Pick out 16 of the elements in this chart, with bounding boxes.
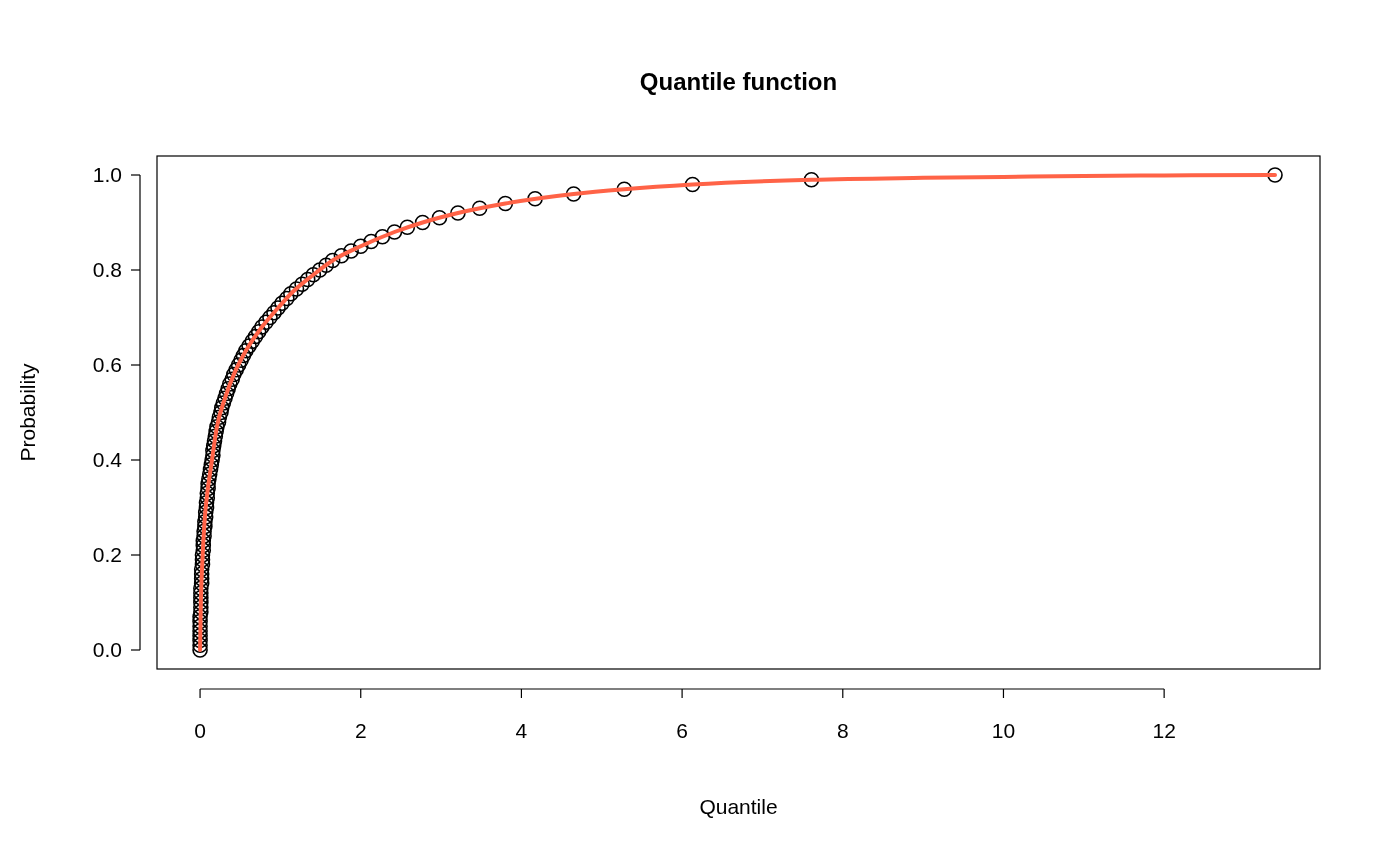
x-tick-label: 2 — [354, 719, 367, 742]
y-tick-label: 0.6 — [92, 353, 122, 377]
y-tick-label: 0.8 — [92, 258, 122, 282]
x-tick-label: 6 — [676, 719, 688, 742]
x-tick-label: 8 — [836, 719, 849, 742]
x-tick-label: 10 — [991, 719, 1016, 742]
y-tick-label: 0.0 — [92, 638, 122, 662]
chart-title: Quantile function — [639, 68, 838, 95]
y-tick-label: 0.4 — [92, 448, 123, 472]
x-tick-label: 4 — [515, 719, 528, 742]
y-tick-label: 0.2 — [92, 543, 122, 567]
y-tick-label: 1.0 — [92, 163, 122, 187]
x-tick-label: 0 — [194, 719, 206, 742]
x-tick-label: 12 — [1152, 719, 1176, 742]
y-axis-title: Probability — [16, 362, 39, 462]
x-axis-title: Quantile — [699, 795, 778, 818]
